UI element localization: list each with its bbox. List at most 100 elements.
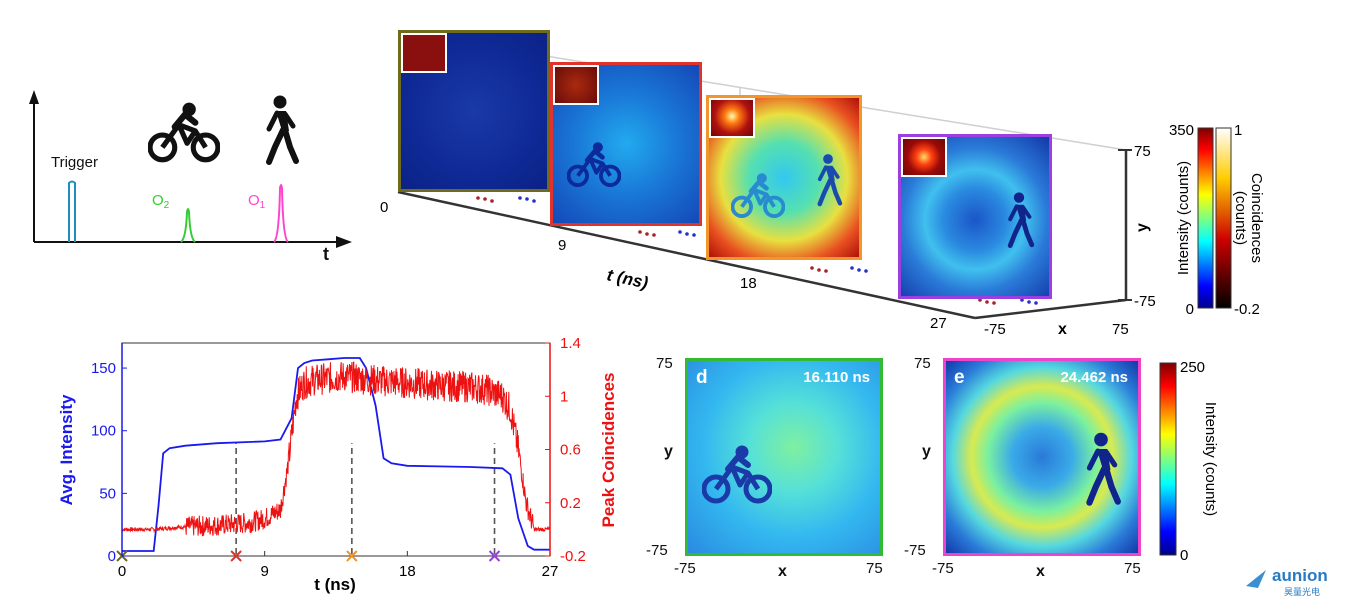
intensity-colorbar-label: Intensity (counts)	[1175, 161, 1192, 275]
stack-frame-t27	[898, 134, 1052, 299]
y-tick-top-label: 75	[1134, 143, 1151, 160]
x-tick-label: 0	[118, 563, 126, 580]
marker-group	[116, 550, 501, 562]
x-tick-left: -75	[984, 321, 1006, 338]
y2-tick-label: 1.4	[560, 335, 581, 352]
panel-e-y-label: y	[922, 443, 931, 460]
timing-t-label: t	[323, 244, 329, 264]
bottom-colorbar-max: 250	[1180, 359, 1205, 376]
o1-pulse	[273, 184, 289, 243]
walker-silhouette-t27	[1003, 187, 1035, 253]
logo-subtext: 昊量光电	[1284, 587, 1321, 597]
panel-d-image: d 16.110 ns	[685, 358, 883, 556]
stack-frame-t0-inset	[401, 33, 447, 73]
panel-e-time: 24.462 ns	[1060, 369, 1128, 386]
y2-tick-label: -0.2	[560, 548, 586, 565]
y2-tick-label: 0.6	[560, 442, 581, 459]
panel-d-bicycle	[702, 445, 772, 505]
panel-e-x-right: 75	[1124, 560, 1141, 577]
stack-frame-t9	[550, 62, 702, 226]
panel-d-time: 16.110 ns	[803, 369, 870, 386]
stack-frame-t9-inset	[553, 65, 599, 105]
intensity-colorbar	[1197, 127, 1214, 309]
time-marker-x	[346, 550, 358, 562]
y-tick-label: 0	[108, 548, 116, 565]
bottom-colorbar-min: 0	[1180, 547, 1188, 564]
time-marker-x	[488, 550, 501, 562]
logo-text: aunion	[1272, 566, 1328, 585]
panel-e-image: e 24.462 ns	[943, 358, 1141, 556]
bicycle-silhouette-faint	[731, 172, 785, 220]
colorbar-bottom: 250 0 Intensity (counts)	[1159, 359, 1219, 564]
x-tick-right: 75	[1112, 321, 1129, 338]
trigger-pulse	[68, 180, 76, 242]
coincidence-colorbar	[1215, 127, 1232, 309]
t-tick-9: 9	[558, 237, 566, 254]
chart-y-label: Avg. Intensity	[57, 394, 76, 505]
intensity-min-label: 0	[1186, 301, 1194, 318]
y-axis-label: y	[1134, 223, 1151, 232]
coinc-min-label: -0.2	[1234, 301, 1260, 318]
avg-intensity-line	[122, 357, 550, 552]
y-tick-group: 0 50 100 150	[91, 360, 127, 565]
coinc-colorbar-label-1: Coincidences	[1248, 173, 1265, 263]
y-tick-label: 150	[91, 360, 116, 377]
stack-axes: 0 9 18 27 t (ns) -75 75 x -75 75 y	[380, 31, 1156, 338]
bottom-colorbar-label: Intensity (counts)	[1202, 402, 1219, 516]
coinc-max-label: 1	[1234, 122, 1242, 139]
colorbar-top: 350 0 1 -0.2 Intensity (counts) Coincide…	[1169, 122, 1265, 318]
y-tick-label: 100	[91, 423, 116, 440]
panel-e-x-label: x	[1036, 563, 1045, 580]
y-tick-label: 50	[99, 485, 116, 502]
aunion-logo: aunion 昊量光电	[1244, 566, 1344, 598]
panel-d-letter: d	[696, 367, 708, 388]
red-dots	[476, 196, 996, 305]
panel-e-x-left: -75	[932, 560, 954, 577]
t-tick-27: 27	[930, 315, 947, 332]
t-tick-0: 0	[380, 199, 388, 216]
t-axis-line	[397, 190, 976, 320]
chart-y2-label: Peak Coincidences	[599, 373, 618, 528]
stack-frame-t18-inset	[709, 98, 755, 138]
coinc-colorbar-label-2: (counts)	[1232, 191, 1249, 245]
bottom-colorbar-gradient	[1159, 362, 1177, 556]
trigger-label: Trigger	[51, 154, 98, 171]
timing-diagram: Trigger O2 O1 t	[29, 90, 352, 264]
bicycle-silhouette	[567, 141, 621, 189]
x-tick-label: 9	[260, 563, 268, 580]
o2-pulse	[180, 208, 196, 243]
y-tick-bottom-label: -75	[1134, 293, 1156, 310]
intensity-max-label: 350	[1169, 122, 1194, 139]
y2-tick-label: 0.2	[560, 495, 581, 512]
t-axis-label: t (ns)	[605, 265, 650, 292]
x-axis-label: x	[1058, 321, 1067, 338]
panel-d-y-label: y	[664, 443, 673, 460]
walker-silhouette	[813, 150, 843, 210]
series-group	[121, 357, 551, 552]
panel-d-x-label: x	[778, 563, 787, 580]
chart-x-label: t (ns)	[314, 575, 356, 594]
panel-d-x-left: -75	[674, 560, 696, 577]
panel-d-y-bottom: -75	[646, 542, 668, 559]
panel-e-letter: e	[954, 367, 965, 388]
panel-e-y-bottom: -75	[904, 542, 926, 559]
time-marker-x	[230, 550, 242, 562]
peak-coincidences-line	[121, 361, 551, 537]
x-tick-label: 27	[542, 563, 559, 580]
panel-d-x-right: 75	[866, 560, 883, 577]
stack-frame-t27-inset	[901, 137, 947, 177]
timing-y-arrow	[29, 90, 39, 104]
stack-frame-t18	[706, 95, 862, 260]
blue-dots	[518, 196, 1038, 305]
panel-e-walker	[1080, 427, 1122, 511]
stack-frame-t0	[398, 30, 550, 192]
vline-group	[235, 443, 496, 554]
x-axis-line	[974, 298, 1127, 320]
o1-label: O1	[248, 192, 266, 211]
o2-label: O2	[152, 192, 170, 211]
t-tick-18: 18	[740, 275, 757, 292]
timing-x-arrow	[336, 236, 352, 248]
intensity-coincidence-chart: 0 9 18 27 0 50 100 150 -0.2 0.2 0.6 1 1.4 t (ns) A…	[57, 335, 618, 594]
panel-d-y-top: 75	[656, 355, 673, 372]
y2-tick-label: 1	[560, 388, 568, 405]
